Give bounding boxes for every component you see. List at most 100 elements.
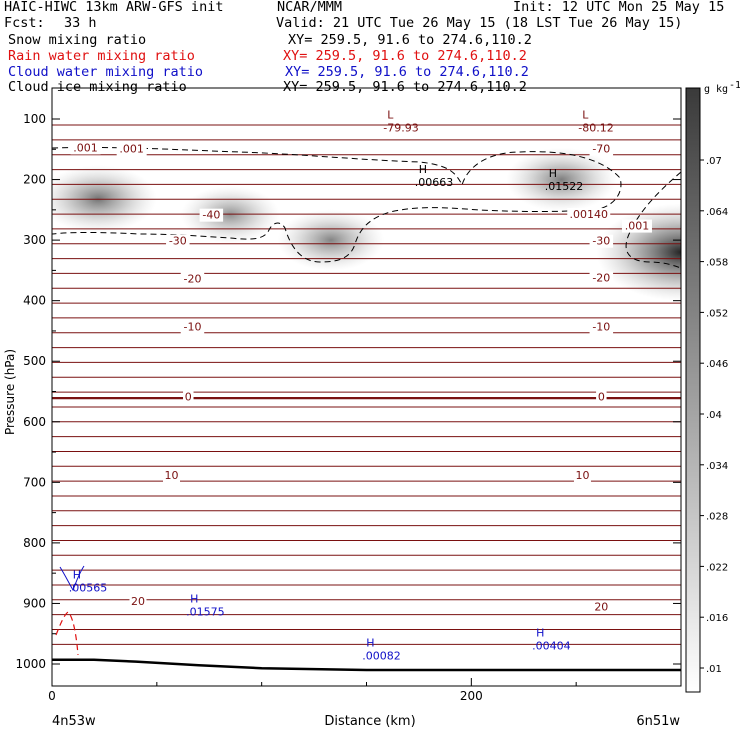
extremum-kind-4: H	[73, 568, 81, 581]
field-snow-xy: XY= 259.5, 91.6 to 274.6,110.2	[288, 32, 532, 48]
colorbar-tick-label: .01	[706, 664, 722, 675]
init-time: Init: 12 UTC Mon 25 May 15	[513, 0, 725, 15]
terrain-line	[52, 658, 681, 672]
field-cloudwater-xy: XY= 259.5, 91.6 to 274.6,110.2	[285, 64, 529, 80]
contour-label-14: .001	[73, 141, 98, 154]
extremum-kind-5: H	[190, 593, 198, 606]
model-title: HAIC-HIWC 13km ARW-GFS init	[4, 0, 224, 15]
right-endpoint: 6n51w	[636, 714, 680, 729]
extremum-value-0: -79.93	[383, 121, 418, 134]
extremum-kind-3: H	[549, 167, 557, 180]
contour-label-5: -20	[592, 272, 610, 285]
contour-label-bg	[70, 141, 101, 155]
contour-label-8: 0	[185, 390, 192, 403]
y-tick-label: 100	[23, 112, 46, 126]
x-tick-label: 200	[460, 689, 483, 703]
field-cloudice-xy: XY= 259.5, 91.6 to 274.6,110.2	[283, 79, 527, 95]
contour-label-bg	[166, 234, 190, 248]
rain-contour	[55, 611, 79, 656]
contour-label-bg	[567, 208, 611, 222]
field-cloudice-name: Cloud ice mixing ratio	[8, 79, 187, 95]
colorbar-unit-exponent: -1	[729, 80, 740, 91]
cloud-water-arcs	[59, 565, 85, 592]
contour-label-bg	[621, 219, 652, 233]
x-tick-label: 0	[48, 689, 56, 703]
colorbar-tick-label: .016	[706, 613, 728, 624]
valid-time: Valid: 21 UTC Tue 26 May 15 (18 LST Tue …	[276, 15, 683, 31]
snow-contour-001b	[625, 171, 681, 269]
contour-label-bg	[592, 600, 610, 614]
contour-label-bg	[163, 469, 181, 483]
colorbar-tick-label: .034	[706, 461, 728, 472]
contour-label-bg	[180, 272, 205, 286]
colorbar-tick-label: .046	[706, 359, 728, 370]
cloud-ice-max-4	[506, 147, 617, 212]
colorbar-tick-label: .04	[706, 410, 722, 421]
y-tick-label: 700	[23, 475, 46, 489]
contour-label-12: 20	[131, 595, 145, 608]
terrain-surface	[52, 658, 681, 672]
colorbar-unit: g kg	[704, 84, 728, 95]
field-rain-name: Rain water mixing ratio	[8, 48, 195, 64]
contour-label-bg	[589, 234, 614, 248]
contour-label-bg	[589, 271, 614, 285]
extremum-kind-6: H	[366, 636, 374, 649]
contour-labels: -70 -40 -30 -30 -20 -20 -10 -10 0 0 10 10 20 20 .001 .0…	[70, 141, 652, 614]
contour-label-3: -30	[592, 235, 610, 248]
temperature-contours	[52, 124, 681, 645]
colorbar-tick-label: .052	[706, 308, 728, 319]
extremum-value-3: .01522	[545, 180, 584, 193]
contour-label-1: -40	[202, 209, 220, 222]
y-tick-label: 900	[23, 596, 46, 610]
y-axis-label: Pressure (hPa)	[3, 349, 17, 435]
snow-contour-001	[52, 146, 622, 263]
colorbar-tick-label: .058	[706, 258, 728, 269]
extremum-value-7: .00404	[532, 640, 571, 653]
contour-label-bg	[180, 320, 205, 334]
field-cloudwater-name: Cloud water mixing ratio	[8, 64, 204, 80]
field-rain-xy: XY= 259.5, 91.6 to 274.6,110.2	[283, 48, 527, 64]
contour-label-bg	[589, 320, 614, 334]
y-tick-label: 1000	[15, 657, 46, 671]
extremum-kind-7: H	[536, 627, 544, 640]
x-axis-label: Distance (km)	[324, 714, 415, 729]
contour-label-10: 10	[165, 469, 179, 482]
contour-label-bg	[183, 390, 194, 404]
extremum-kind-0: L	[387, 108, 394, 121]
contour-label-0: -70	[592, 143, 610, 156]
y-tick-label: 400	[23, 294, 46, 308]
contour-label-6: -10	[183, 321, 201, 334]
y-tick-label: 600	[23, 415, 46, 429]
contour-label-4: -20	[183, 272, 201, 285]
contour-label-bg	[596, 390, 607, 404]
extremum-value-1: -80.12	[578, 121, 613, 134]
colorbar-tick-label: .028	[706, 512, 728, 523]
fcst-value: 33 h	[64, 15, 97, 31]
extremum-value-2: .00663	[415, 176, 454, 189]
contour-label-17: .00140	[569, 208, 608, 221]
contour-label-16: .001	[625, 220, 650, 233]
y-tick-label: 800	[23, 536, 46, 550]
cloud-ice-max-5	[596, 203, 681, 301]
extremum-value-4: .00565	[69, 581, 108, 594]
colorbar-tick-label: .022	[706, 562, 728, 573]
contour-label-bg	[129, 595, 147, 609]
contour-label-7: -10	[592, 321, 610, 334]
extremum-value-6: .00082	[362, 649, 401, 662]
extremum-kind-1: L	[582, 108, 589, 121]
y-tick-label: 200	[23, 173, 46, 187]
contour-label-15: .001	[119, 143, 144, 156]
contour-label-bg	[199, 208, 224, 222]
contour-label-9: 0	[598, 390, 605, 403]
cloud-ice-max-3	[277, 209, 385, 271]
snow-contours	[52, 146, 681, 269]
left-endpoint: 4n53w	[52, 714, 96, 729]
colorbar-ticks: .07 .064 .058 .052 .046 .04 .034 .028 .022 .016 .0…	[700, 156, 728, 675]
colorbar-tick-label: .064	[706, 207, 728, 218]
y-tick-label: 300	[23, 233, 46, 247]
contour-label-bg	[116, 142, 147, 156]
extremum-kind-2: H	[419, 163, 427, 176]
colorbar	[685, 87, 701, 693]
